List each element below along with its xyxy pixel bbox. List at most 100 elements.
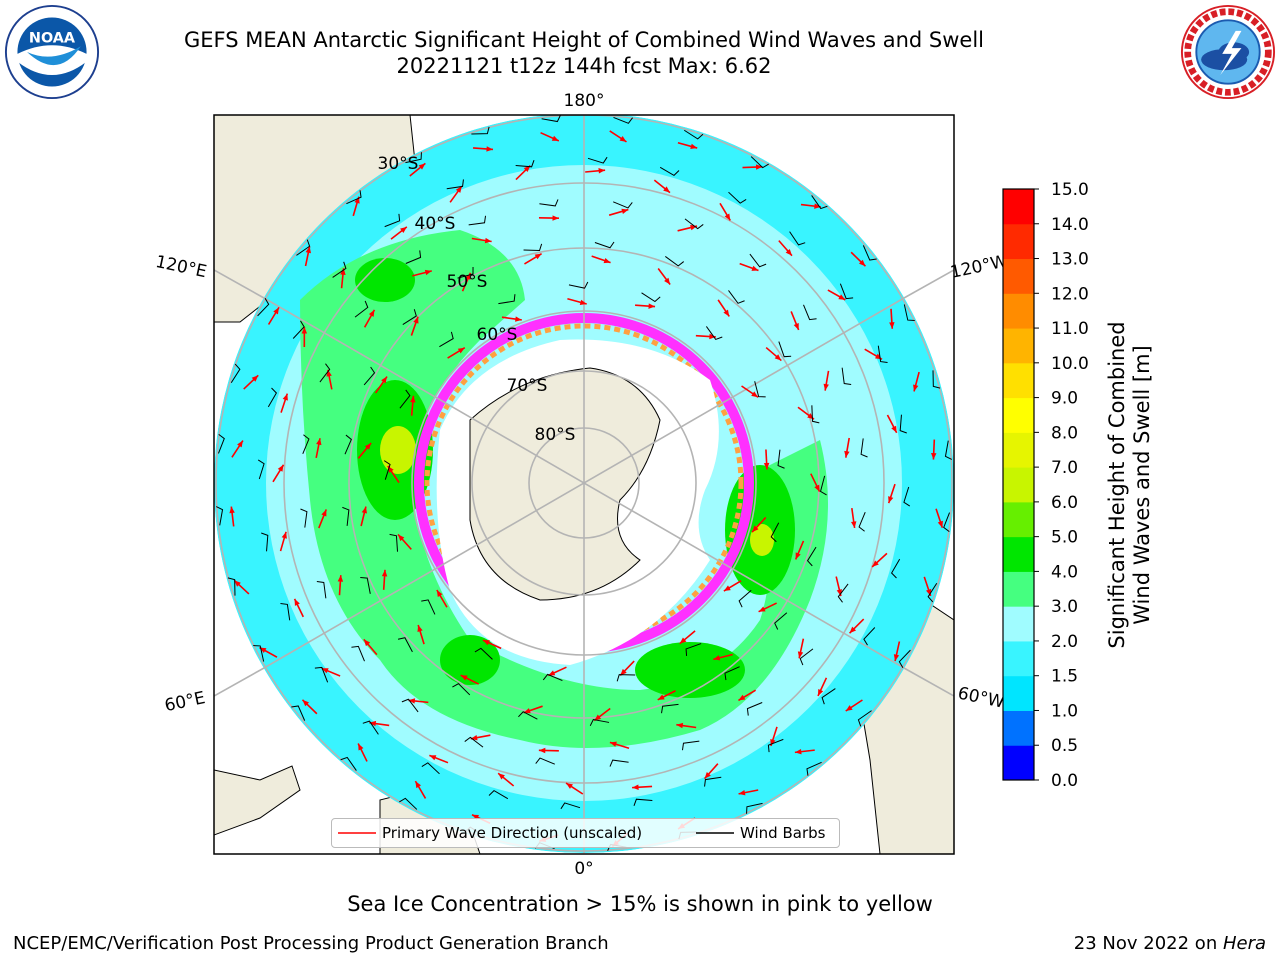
colorbar-tick-label: 12.0 <box>1051 284 1089 304</box>
wind-barb <box>609 759 629 767</box>
wind-barb-legend-icon <box>696 832 734 834</box>
wave-direction-arrowhead <box>844 450 850 458</box>
lon-label-60w: 60°W <box>956 683 1006 712</box>
wave-direction-arrowhead <box>785 249 792 256</box>
wind-barb <box>253 645 265 662</box>
wave-direction-arrowhead <box>566 783 573 789</box>
colorbar-tick-label: 0.0 <box>1051 771 1078 791</box>
wave-direction-arrowhead <box>794 748 802 755</box>
wind-barb <box>402 309 417 325</box>
chart-title: GEFS MEAN Antarctic Significant Height o… <box>183 28 985 52</box>
lon-label-180: 180° <box>564 91 605 111</box>
wind-barb <box>421 762 440 775</box>
wave-direction-arrowhead <box>663 186 670 193</box>
wave-direction-arrowhead <box>457 347 465 354</box>
wave-direction-arrowhead <box>515 316 522 322</box>
wind-barb <box>684 218 704 230</box>
wind-barb <box>560 802 581 810</box>
wind-barb <box>616 674 636 682</box>
sea-ice-note: Sea Ice Concentration > 15% is shown in … <box>347 892 933 916</box>
colorbar-tick-label: 5.0 <box>1051 528 1078 548</box>
colorbar-band <box>1003 745 1034 781</box>
wave-direction-arrowhead <box>321 509 327 517</box>
wind-barb <box>397 637 413 653</box>
wave-direction-arrowhead <box>282 393 288 401</box>
colorbar-tick-label: 7.0 <box>1051 458 1078 478</box>
wind-barb <box>778 341 792 358</box>
wave-direction-arrowhead <box>594 714 602 721</box>
wind-barb <box>217 433 225 454</box>
wind-barb <box>839 283 854 300</box>
wind-barb <box>857 710 872 727</box>
wave-direction-arrowhead <box>676 722 684 729</box>
wave-direction-arrowhead <box>436 590 443 597</box>
wave-direction-arrowhead <box>229 506 235 514</box>
colorbar-band <box>1003 362 1034 399</box>
colorbar-band <box>1003 501 1034 538</box>
wind-barb <box>837 583 849 603</box>
wind-barb <box>841 367 852 386</box>
colorbar-tick-label: 3.0 <box>1051 597 1078 617</box>
nws-logo-icon <box>1180 4 1276 100</box>
wave-direction-arrowhead <box>523 708 531 714</box>
wind-barb <box>863 627 876 646</box>
wave-direction-arrowhead <box>321 668 329 674</box>
wave-direction-arrowhead <box>273 307 279 315</box>
wind-barb <box>446 179 464 190</box>
colorbar-tick-label: 8.0 <box>1051 423 1078 443</box>
colorbar-tick-label: 2.0 <box>1051 632 1078 652</box>
colorbar-label-line1: Significant Height of Combined <box>1105 321 1129 648</box>
wind-barb <box>943 512 951 533</box>
wind-barb <box>302 434 310 454</box>
wind-barb <box>613 201 633 209</box>
wind-barb <box>821 688 836 705</box>
credit-text: NCEP/EMC/Verification Post Processing Pr… <box>13 933 609 954</box>
wave-direction-arrowhead <box>281 531 287 539</box>
wave-direction-arrowhead <box>234 580 241 587</box>
wind-barb <box>362 720 379 735</box>
wave-direction-arrowhead <box>755 164 763 170</box>
wind-barb <box>257 298 270 317</box>
wave-direction-arrowhead <box>758 606 766 612</box>
colorbar-tick-label: 15.0 <box>1051 180 1089 200</box>
colorbar: 0.0 0.5 1.0 1.5 2.0 3.0 4.0 5.0 6.0 7.0 8.0 9.0 10.0… <box>1002 180 1089 791</box>
wave-direction-arrowhead <box>361 506 368 514</box>
wind-barb <box>471 126 490 135</box>
wave-direction-arrowhead <box>369 720 377 727</box>
wave-direction-arrowhead <box>381 376 388 384</box>
land-antarctica-interior <box>469 367 661 601</box>
wave-direction-arrowhead <box>851 521 857 528</box>
wind-barb <box>523 243 543 252</box>
wave-direction-arrowhead <box>797 651 804 659</box>
colorbar-band <box>1003 467 1034 503</box>
wind-barb <box>704 776 722 787</box>
wave-direction-arrowhead <box>620 668 627 676</box>
wind-barb <box>877 345 888 363</box>
wave-direction-arrowhead <box>793 322 799 330</box>
colorbar-band <box>1003 640 1034 677</box>
wave-field-green <box>300 230 828 748</box>
wind-barb <box>319 363 331 383</box>
wind-barb <box>421 599 436 615</box>
colorbar-label-line2: Wind Waves and Swell [m] <box>1130 345 1154 625</box>
wind-barb <box>659 166 680 177</box>
wind-barb <box>314 666 329 683</box>
wind-barb <box>216 506 224 526</box>
wind-barb <box>351 645 365 662</box>
wave-direction-arrowhead <box>251 375 259 382</box>
wave-direction-arrowhead <box>937 520 943 528</box>
wave-direction-arrowhead <box>400 226 407 233</box>
wind-barb <box>261 532 269 552</box>
wave-direction-arrowhead <box>752 525 759 533</box>
wave-direction-arrowhead <box>774 354 782 361</box>
wave-direction-arrowhead <box>724 213 731 221</box>
wind-barb <box>789 231 806 246</box>
wind-barb <box>280 603 291 621</box>
wave-direction-arrowhead <box>889 322 895 329</box>
wind-barb <box>683 129 704 140</box>
wind-barb <box>354 300 369 318</box>
wind-barb <box>296 239 311 256</box>
wave-direction-arrowhead <box>302 699 310 707</box>
wave-direction-arrowhead <box>713 655 721 661</box>
lat-label-80s: 80°S <box>535 425 576 445</box>
